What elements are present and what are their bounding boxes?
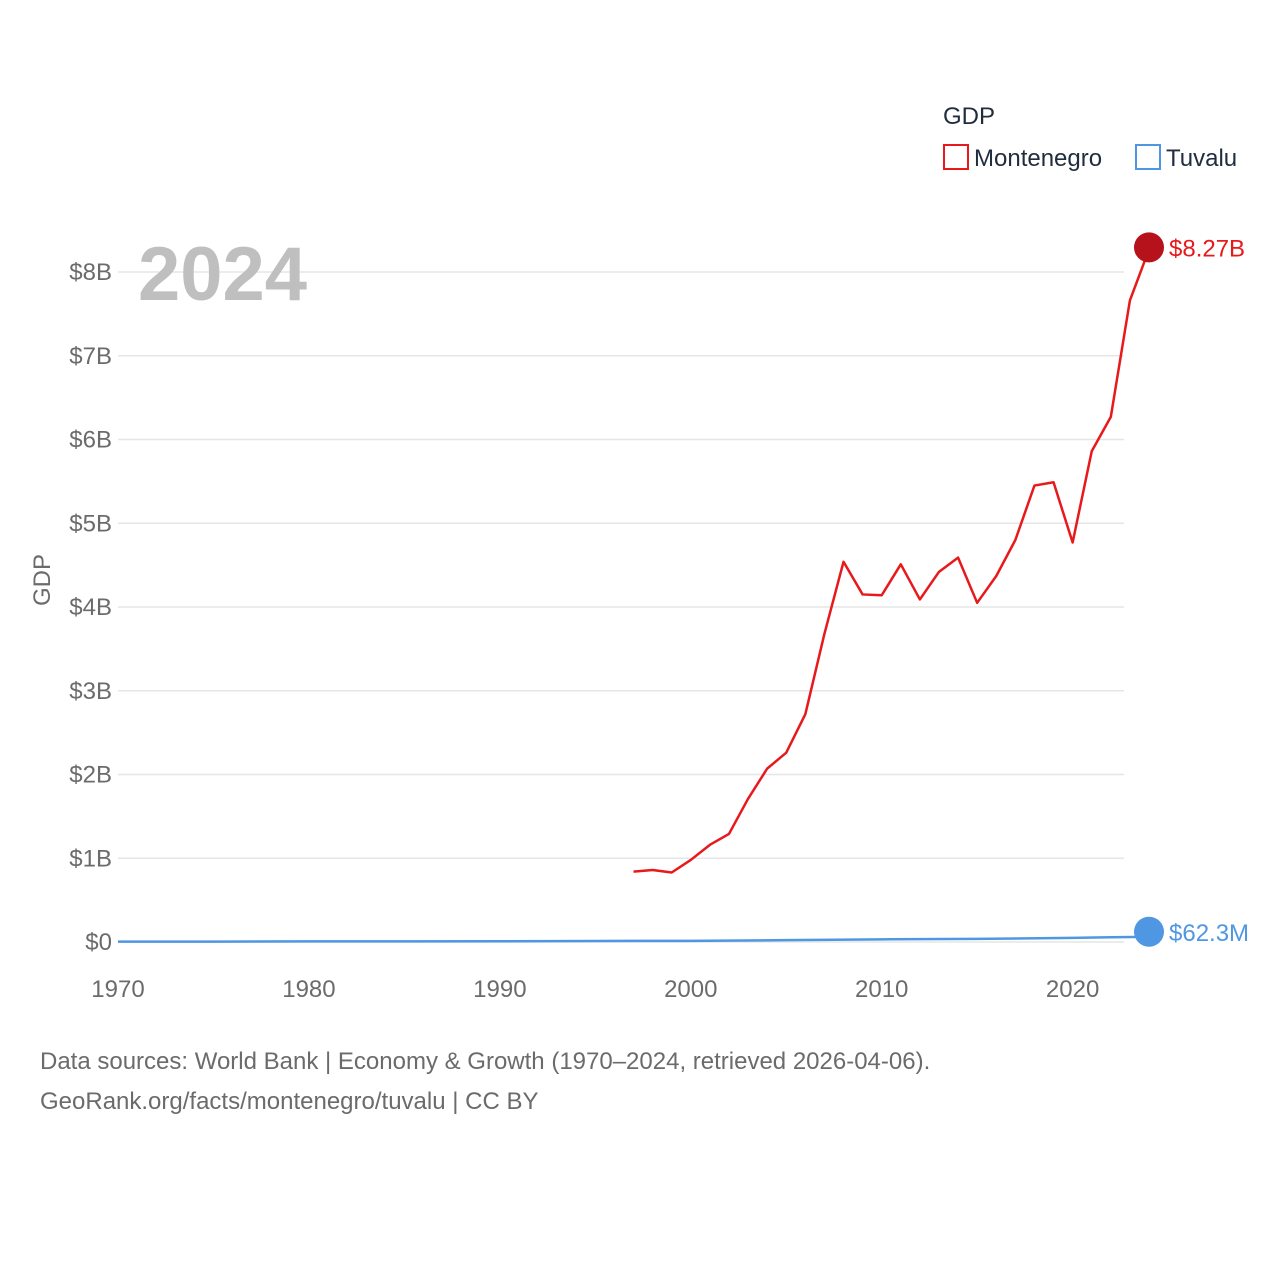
series-line-montenegro[interactable]	[633, 248, 1151, 874]
source-line-1: Data sources: World Bank | Economy & Gro…	[40, 1048, 931, 1075]
x-tick-label: 2010	[855, 976, 908, 1003]
y-axis-title: GDP	[29, 554, 56, 606]
legend-item-montenegro[interactable]: Montenegro	[943, 144, 1102, 172]
legend-swatch-tuvalu	[1135, 144, 1161, 170]
y-tick-label: $7B	[69, 343, 112, 370]
flag-marker-tuvalu[interactable]	[1134, 916, 1164, 947]
legend-title: GDP	[943, 103, 995, 130]
flag-marker-montenegro[interactable]	[1134, 232, 1164, 263]
legend-label-montenegro: Montenegro	[974, 145, 1102, 172]
x-tick-label: 1970	[91, 976, 144, 1003]
x-tick-label: 1980	[282, 976, 335, 1003]
x-tick-label: 2020	[1046, 976, 1099, 1003]
x-tick-label: 1990	[473, 976, 526, 1003]
gdp-line-chart: $0 $1B $2B $3B $4B $5B $6B $7B $8B 1970 1980 1990 2…	[29, 103, 1249, 1003]
legend-label-tuvalu: Tuvalu	[1166, 145, 1237, 172]
y-tick-label: $5B	[69, 510, 112, 537]
series-lines	[117, 248, 1151, 943]
end-value-label-montenegro: $8.27B	[1169, 235, 1245, 262]
end-value-label-tuvalu: $62.3M	[1169, 920, 1249, 947]
y-tick-label: $8B	[69, 259, 112, 286]
legend-swatch-montenegro	[943, 144, 969, 170]
series-end-markers: $8.27B $62.3M	[1134, 232, 1249, 947]
y-tick-label: $1B	[69, 845, 112, 872]
y-tick-label: $0	[85, 929, 112, 956]
legend-item-tuvalu[interactable]: Tuvalu	[1135, 144, 1237, 172]
legend: GDP Montenegro Tuvalu	[943, 103, 1237, 172]
y-axis-ticks: $0 $1B $2B $3B $4B $5B $6B $7B $8B	[69, 259, 112, 956]
y-tick-label: $4B	[69, 594, 112, 621]
y-tick-label: $3B	[69, 678, 112, 705]
y-tick-label: $6B	[69, 427, 112, 454]
y-tick-label: $2B	[69, 762, 112, 789]
year-stamp: 2024	[138, 232, 307, 317]
x-tick-label: 2000	[664, 976, 717, 1003]
x-axis-ticks: 1970 1980 1990 2000 2010 2020	[91, 976, 1099, 1003]
gridlines	[118, 271, 1124, 943]
source-line-2: GeoRank.org/facts/montenegro/tuvalu | CC…	[40, 1088, 539, 1115]
series-line-tuvalu[interactable]	[117, 935, 1150, 943]
data-source-note: Data sources: World Bank | Economy & Gro…	[40, 1042, 930, 1122]
